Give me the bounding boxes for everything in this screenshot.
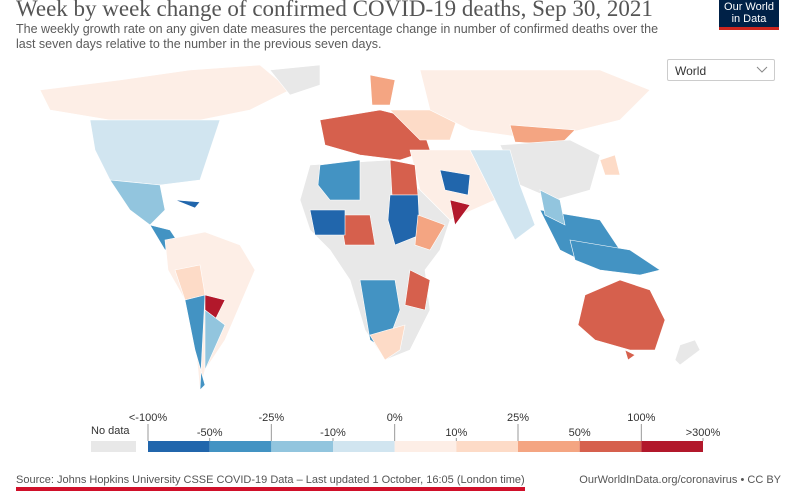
country xyxy=(269,64,321,96)
region-select[interactable]: World xyxy=(667,59,775,81)
no-data-swatch xyxy=(91,441,136,452)
country xyxy=(419,69,651,141)
country xyxy=(569,239,661,276)
country xyxy=(674,339,701,366)
legend-swatch xyxy=(333,441,395,452)
source[interactable]: Source: Johns Hopkins University CSSE CO… xyxy=(16,474,525,491)
country xyxy=(204,309,226,371)
country xyxy=(389,159,419,196)
legend-label: 100% xyxy=(627,412,655,424)
country xyxy=(439,169,471,196)
legend-swatch xyxy=(148,441,210,452)
region-value: World xyxy=(675,64,707,78)
country xyxy=(624,349,636,361)
title: Week by week change of confirmed COVID-1… xyxy=(16,0,653,21)
country xyxy=(109,179,166,226)
legend-swatch xyxy=(641,441,703,452)
legend: No data <-100% -50% -25% -10% 0% 10% 25% 50% 100… xyxy=(91,412,721,452)
legend-label: <-100% xyxy=(129,412,167,424)
legend-swatch xyxy=(518,441,580,452)
legend-label: 25% xyxy=(507,412,529,424)
country xyxy=(414,214,446,251)
country xyxy=(577,279,666,351)
subtitle: The weekly growth rate on any given date… xyxy=(16,22,659,51)
world-map xyxy=(39,64,701,391)
footer-link[interactable]: OurWorldInData.org/coronavirus • CC BY xyxy=(579,474,781,486)
country xyxy=(89,119,221,186)
country xyxy=(309,209,346,236)
chevron xyxy=(756,66,768,73)
legend-label: -50% xyxy=(197,427,223,439)
legend-label: 10% xyxy=(445,427,467,439)
legend-swatch xyxy=(579,441,642,452)
country xyxy=(449,199,471,226)
legend-label: -10% xyxy=(320,427,346,439)
country xyxy=(404,269,431,311)
countries xyxy=(39,64,701,391)
legend-swatch xyxy=(271,441,333,452)
logo[interactable]: Our World in Data xyxy=(719,0,779,30)
country xyxy=(174,199,201,209)
legend-swatch xyxy=(456,441,518,452)
legend-swatch xyxy=(209,441,272,452)
country xyxy=(387,194,421,246)
legend-label: >300% xyxy=(686,427,721,439)
country xyxy=(174,264,206,301)
country xyxy=(599,154,621,176)
country xyxy=(369,74,396,106)
country xyxy=(184,294,206,391)
legend-swatch xyxy=(394,441,457,452)
legend-label: 50% xyxy=(569,427,591,439)
country xyxy=(39,64,291,121)
legend-label: 0% xyxy=(387,412,403,424)
country xyxy=(539,189,566,226)
country xyxy=(369,324,406,361)
country xyxy=(317,159,361,201)
legend-label: -25% xyxy=(258,412,284,424)
legend-no-data: No data xyxy=(91,425,130,437)
